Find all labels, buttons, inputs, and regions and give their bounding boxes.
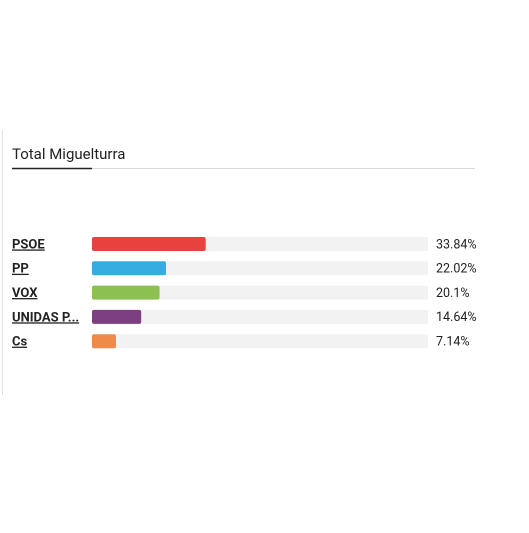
- value-label: 22.02%: [436, 262, 477, 277]
- bar-track: [92, 285, 428, 300]
- value-label: 20.1%: [436, 286, 470, 301]
- value-label: 33.84%: [436, 237, 477, 252]
- category-label: PP: [12, 262, 29, 277]
- category-label: VOX: [12, 286, 38, 301]
- chart-title: Total Miguelturra: [12, 145, 125, 163]
- bar: [92, 237, 206, 251]
- bar-track: [92, 334, 428, 349]
- bar: [92, 261, 166, 276]
- bar: [92, 309, 142, 324]
- category-label: PSOE: [12, 237, 45, 252]
- category-label: Cs: [12, 335, 28, 350]
- bar: [92, 285, 160, 300]
- bar-track: [92, 261, 428, 276]
- bar: [92, 334, 116, 349]
- value-label: 7.14%: [436, 334, 470, 349]
- bar-track: [92, 309, 428, 324]
- value-label: 14.64%: [436, 310, 477, 325]
- category-label: UNIDAS P...: [12, 310, 79, 325]
